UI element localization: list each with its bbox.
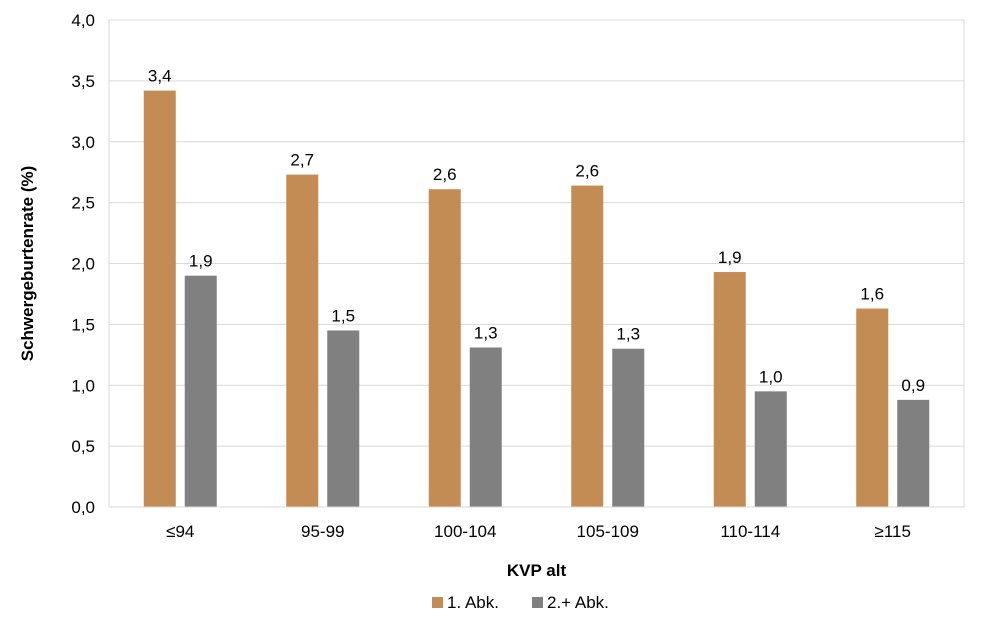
x-tick-label: 105-109 bbox=[577, 522, 639, 541]
data-label: 2,7 bbox=[290, 151, 314, 170]
x-tick-label: 95-99 bbox=[301, 522, 344, 541]
y-tick-label: 2,5 bbox=[71, 194, 95, 213]
data-label: 2,6 bbox=[575, 162, 599, 181]
legend-swatch bbox=[532, 597, 543, 608]
gridlines bbox=[109, 80, 964, 447]
bar bbox=[612, 348, 645, 507]
x-tick-label: ≥115 bbox=[875, 522, 911, 541]
legend-label: 1. Abk. bbox=[447, 593, 499, 612]
data-label: 1,9 bbox=[718, 248, 742, 267]
y-tick-label: 1,5 bbox=[71, 315, 95, 334]
bar bbox=[856, 308, 889, 507]
y-tick-label: 0,0 bbox=[71, 498, 95, 517]
bar bbox=[469, 347, 502, 507]
y-axis-ticks: 0,0 0,5 1,0 1,5 2,0 2,5 3,0 3,5 4,0 bbox=[71, 11, 95, 517]
data-label: 1,6 bbox=[860, 285, 884, 304]
bar bbox=[571, 185, 604, 507]
bar bbox=[327, 330, 360, 507]
x-tick-label: 100-104 bbox=[434, 522, 496, 541]
data-label: 0,9 bbox=[901, 376, 925, 395]
x-tick-label: 110-114 bbox=[720, 522, 780, 541]
bar bbox=[713, 272, 746, 507]
y-tick-label: 3,5 bbox=[71, 72, 95, 91]
bar bbox=[754, 391, 787, 507]
data-label: 1,0 bbox=[759, 367, 783, 386]
data-label: 1,5 bbox=[331, 306, 355, 325]
data-label: 1,3 bbox=[474, 324, 498, 343]
y-tick-label: 4,0 bbox=[71, 11, 95, 30]
bar bbox=[286, 174, 319, 507]
y-tick-label: 0,5 bbox=[71, 437, 95, 456]
x-axis-title: KVP alt bbox=[507, 561, 567, 580]
bar bbox=[428, 189, 461, 508]
x-axis-ticks: ≤94 95-99 100-104 105-109 110-114 ≥115 bbox=[166, 522, 911, 541]
data-label: 3,4 bbox=[148, 67, 172, 86]
data-label: 1,9 bbox=[189, 252, 213, 271]
legend-label: 2.+ Abk. bbox=[547, 593, 609, 612]
y-tick-label: 3,0 bbox=[71, 133, 95, 152]
bar bbox=[897, 399, 930, 507]
plot-area-frame bbox=[108, 19, 965, 508]
data-label: 2,6 bbox=[433, 165, 457, 184]
data-label: 1,3 bbox=[616, 325, 640, 344]
y-axis-title: Schwergeburtenrate (%) bbox=[18, 166, 37, 362]
legend: 1. Abk. 2.+ Abk. bbox=[432, 593, 609, 612]
y-tick-label: 1,0 bbox=[71, 376, 95, 395]
bar bbox=[184, 275, 217, 507]
bar bbox=[143, 90, 176, 508]
y-tick-label: 2,0 bbox=[71, 255, 95, 274]
bars bbox=[143, 90, 930, 508]
data-labels: 3,4 1,9 2,7 1,5 2,6 1,3 2,6 1,3 1,9 1,0 1,6 0,9 bbox=[148, 67, 925, 395]
x-tick-label: ≤94 bbox=[166, 522, 194, 541]
legend-swatch bbox=[432, 597, 443, 608]
